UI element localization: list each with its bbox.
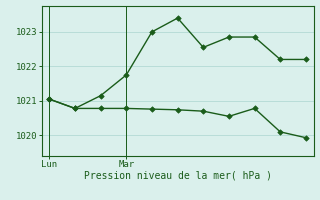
X-axis label: Pression niveau de la mer( hPa ): Pression niveau de la mer( hPa ) xyxy=(84,171,272,181)
